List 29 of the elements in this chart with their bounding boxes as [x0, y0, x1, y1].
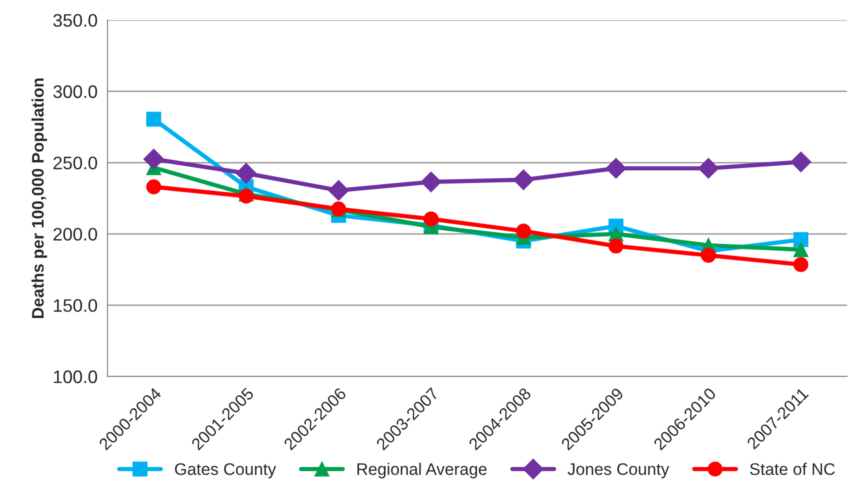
point: [143, 148, 164, 170]
y-tick-label: 300.0: [53, 85, 98, 98]
point: [516, 224, 531, 239]
point: [793, 232, 808, 248]
point: [513, 169, 534, 190]
point: [328, 180, 349, 201]
legend-label: Regional Average: [357, 462, 487, 478]
legend-label: State of NC: [750, 462, 835, 476]
point: [146, 112, 162, 127]
legend-label: Gates County: [175, 463, 276, 478]
y-tick-label: 200.0: [54, 228, 98, 241]
point: [793, 242, 808, 258]
point: [793, 257, 808, 272]
point: [420, 172, 442, 192]
y-axis-title: Deaths per 100,000 Population: [32, 78, 48, 318]
point: [700, 248, 716, 263]
point: [424, 212, 439, 226]
point: [146, 179, 162, 194]
y-tick-label: 150.0: [54, 299, 98, 312]
point: [790, 152, 812, 172]
point: [238, 188, 254, 204]
point: [698, 158, 719, 179]
y-tick-label: 250.0: [54, 156, 98, 170]
legend-label: Jones County: [568, 463, 670, 478]
point: [236, 163, 257, 184]
y-tick-label: 350.0: [53, 14, 98, 27]
point: [606, 158, 626, 179]
y-tick-label: 100.0: [54, 370, 98, 384]
point: [608, 238, 624, 254]
